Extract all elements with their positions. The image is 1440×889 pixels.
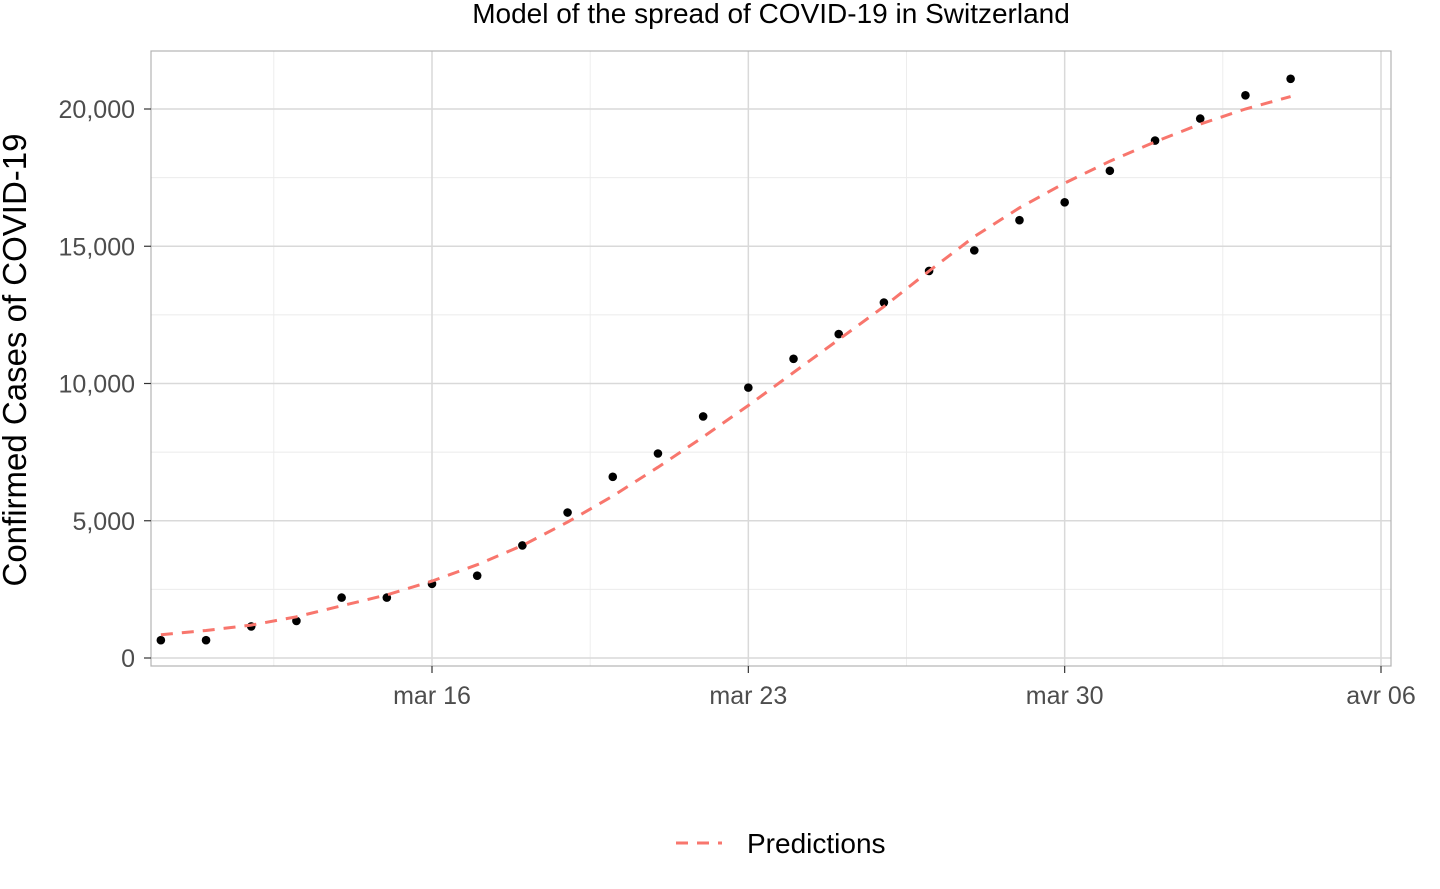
data-point bbox=[1105, 166, 1115, 176]
data-point bbox=[201, 635, 211, 645]
grid bbox=[151, 51, 1391, 666]
data-point bbox=[518, 541, 527, 550]
y-tick-label: 20,000 bbox=[59, 96, 135, 124]
legend: Predictions bbox=[676, 828, 886, 859]
data-point bbox=[1286, 74, 1295, 84]
y-tick-label: 0 bbox=[121, 645, 135, 673]
data-point bbox=[1195, 114, 1205, 123]
data-point bbox=[834, 329, 844, 339]
data-point bbox=[698, 412, 708, 421]
data-point bbox=[879, 298, 889, 307]
data-point bbox=[789, 354, 798, 364]
x-tick-label: mar 23 bbox=[709, 682, 787, 710]
data-point bbox=[292, 616, 301, 626]
data-point bbox=[156, 635, 166, 645]
axes: 0 5,000 10,000 15,000 20,000 mar 16 mar 23 mar … bbox=[59, 96, 1416, 710]
data-point bbox=[969, 246, 979, 255]
data-point bbox=[653, 449, 663, 458]
data-point bbox=[563, 508, 572, 517]
data-point bbox=[608, 472, 618, 482]
data-point bbox=[744, 383, 753, 392]
chart-title: Model of the spread of COVID-19 in Switz… bbox=[472, 0, 1070, 29]
legend-label-predictions: Predictions bbox=[747, 828, 886, 859]
data-point bbox=[1015, 215, 1024, 225]
data-point bbox=[1241, 90, 1250, 100]
x-tick-label: mar 16 bbox=[393, 682, 471, 710]
y-axis-title: Confirmed Cases of COVID-19 bbox=[0, 134, 33, 587]
data-layer bbox=[156, 74, 1295, 645]
x-tick-label: avr 06 bbox=[1346, 682, 1415, 710]
y-tick-label: 5,000 bbox=[72, 508, 135, 536]
data-point bbox=[337, 593, 346, 602]
data-point bbox=[472, 571, 482, 580]
prediction-line bbox=[160, 95, 1291, 637]
y-tick-label: 10,000 bbox=[59, 371, 135, 399]
y-tick-label: 15,000 bbox=[59, 233, 135, 261]
x-tick-label: mar 30 bbox=[1026, 682, 1104, 710]
panel-border bbox=[150, 50, 1392, 667]
data-point bbox=[1060, 198, 1069, 207]
